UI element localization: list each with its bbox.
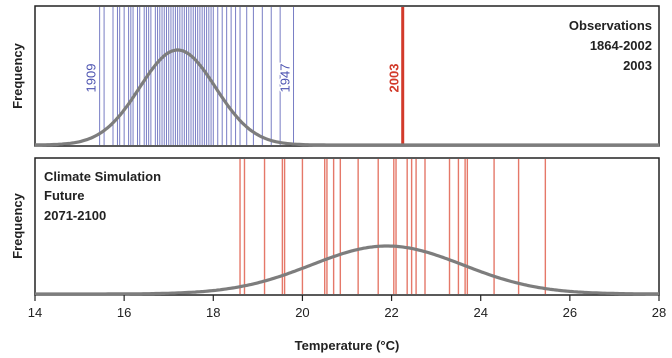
observations-legend-title: Observations [569, 18, 652, 33]
x-axis-ticks: 14 16 18 20 22 24 26 28 [28, 295, 666, 320]
observations-distribution-curve [35, 48, 659, 147]
x-axis-label: Temperature (°C) [295, 338, 400, 353]
x-tick-label: 22 [384, 305, 398, 320]
x-tick-label: 14 [28, 305, 42, 320]
simulation-legend-period: 2071-2100 [44, 208, 106, 223]
year-label-1909: 1909 [84, 64, 99, 93]
year-label-1947: 1947 [278, 64, 293, 93]
simulation-legend-line2: Future [44, 188, 84, 203]
observations-panel: 1909 1947 2003 Observations 1864-2002 2003… [10, 5, 660, 147]
x-tick-label: 20 [295, 305, 309, 320]
observations-panel-frame [34, 5, 660, 147]
x-tick-label: 16 [117, 305, 131, 320]
x-tick-label: 26 [563, 305, 577, 320]
observations-y-axis-label: Frequency [10, 42, 25, 109]
simulation-y-axis-label: Frequency [10, 192, 25, 259]
simulation-panel: Climate Simulation Future 2071-2100 Freq… [10, 157, 666, 353]
simulation-legend-line1: Climate Simulation [44, 169, 161, 184]
simulation-distribution-curve [35, 244, 659, 296]
observations-legend-period: 1864-2002 [590, 38, 652, 53]
x-tick-label: 28 [652, 305, 666, 320]
year-label-2003: 2003 [387, 64, 402, 93]
x-tick-label: 18 [206, 305, 220, 320]
observation-year-labels: 1909 1947 2003 [82, 62, 403, 94]
simulation-panel-frame [34, 157, 660, 296]
observations-legend-highlight: 2003 [623, 58, 652, 73]
simulation-lines [239, 159, 547, 294]
observation-lines [99, 7, 405, 145]
x-tick-label: 24 [473, 305, 487, 320]
